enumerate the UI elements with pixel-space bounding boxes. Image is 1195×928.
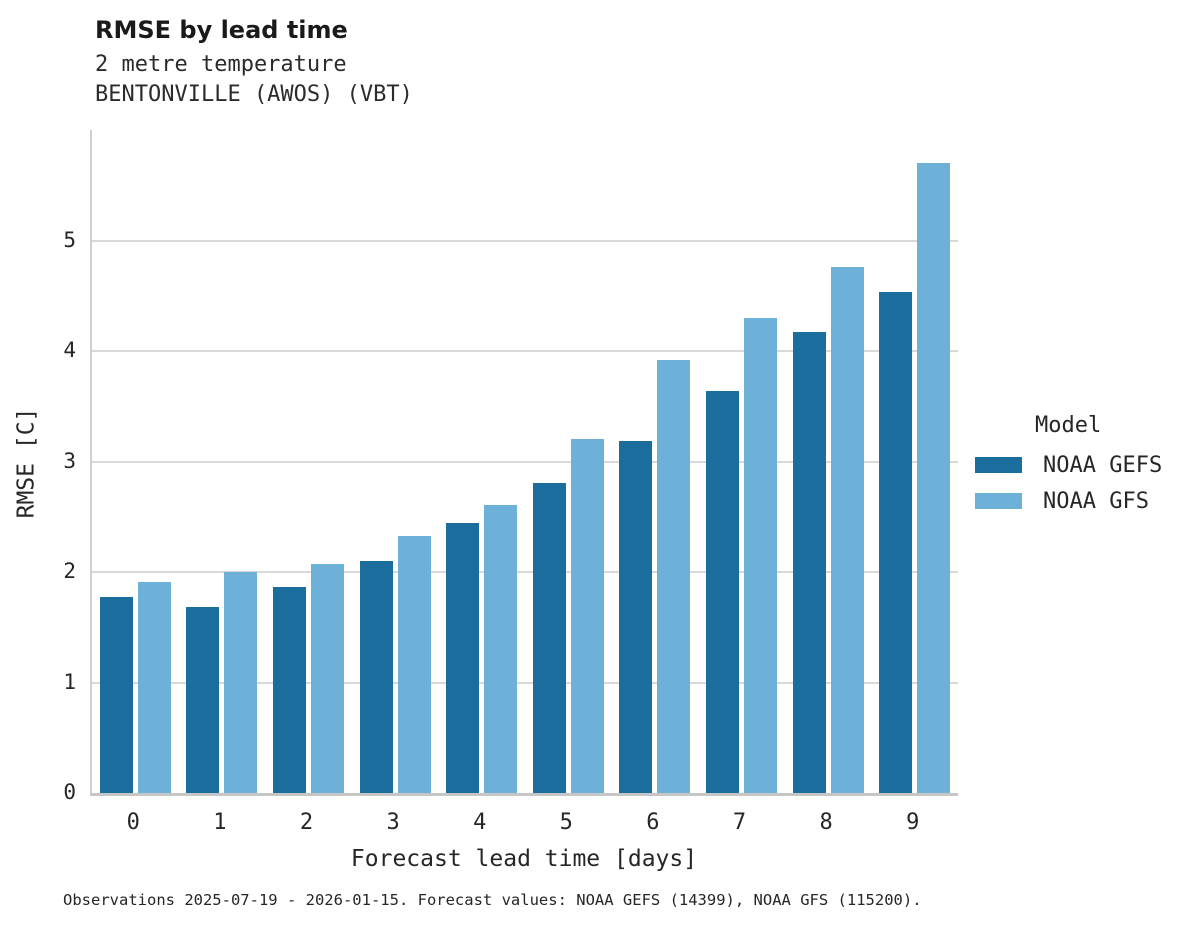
legend-swatch-icon [975,457,1022,473]
x-tick-label-5: 5 [559,810,573,835]
bar-noaa-gfs-lead4 [484,504,518,793]
bar-noaa-gefs-lead4 [446,523,480,793]
bar-noaa-gefs-lead9 [879,292,913,793]
bar-noaa-gefs-lead2 [273,587,306,793]
legend-swatch-icon [975,493,1022,509]
bar-noaa-gfs-lead7 [744,317,777,793]
bar-noaa-gfs-lead9 [917,163,951,793]
y-tick-label-2: 2 [63,559,76,583]
bar-noaa-gefs-lead3 [359,560,393,793]
y-tick-label-4: 4 [63,338,76,362]
bar-noaa-gefs-lead6 [619,440,653,793]
plot-area [90,130,958,796]
x-tick-label-2: 2 [299,810,314,835]
x-axis-label: Forecast lead time [days] [350,846,698,872]
bar-noaa-gefs-lead1 [186,607,220,793]
bar-noaa-gfs-lead0 [137,581,171,793]
bar-noaa-gfs-lead5 [570,439,604,793]
y-tick-label-1: 1 [63,669,76,694]
bar-noaa-gfs-lead6 [657,359,691,793]
x-tick-label-7: 7 [732,810,747,835]
legend-item-noaa-gefs: NOAA GEFS [975,452,1190,478]
y-tick-label-3: 3 [63,448,76,473]
footer-caption: Observations 2025-07-19 - 2026-01-15. Fo… [63,891,922,909]
gridline-y2 [92,571,958,573]
x-tick-label-0: 0 [126,810,140,835]
legend-title: Model [1035,413,1102,438]
x-tick-label-3: 3 [386,810,400,835]
y-tick-label-0: 0 [63,780,76,804]
bar-noaa-gefs-lead5 [532,482,566,793]
chart-subtitle-station: BENTONVILLE (AWOS) (VBT) [95,82,413,107]
x-tick-label-9: 9 [906,810,920,835]
gridline-y1 [92,681,958,684]
chart-subtitle-variable: 2 metre temperature [95,52,347,77]
x-tick-label-4: 4 [473,810,487,835]
bar-noaa-gefs-lead0 [99,597,133,793]
bar-noaa-gfs-lead1 [224,572,258,793]
bar-noaa-gefs-lead8 [792,332,826,793]
x-tick-label-8: 8 [819,810,833,835]
x-tick-label-1: 1 [213,810,227,835]
y-tick-label-5: 5 [63,227,76,252]
gridline-y4 [92,350,958,352]
bar-noaa-gfs-lead3 [397,535,431,793]
legend-label: NOAA GFS [1043,488,1149,514]
bar-noaa-gefs-lead7 [706,390,739,793]
bar-noaa-gfs-lead2 [311,564,344,793]
gridline-y3 [92,460,958,463]
legend-item-noaa-gfs: NOAA GFS [975,488,1190,514]
gridline-y5 [92,239,958,242]
chart-title: RMSE by lead time [95,16,348,44]
legend: Model NOAA GEFS NOAA GFS [975,413,1190,524]
legend-label: NOAA GEFS [1043,452,1163,478]
x-tick-label-6: 6 [646,810,660,835]
bar-noaa-gfs-lead8 [830,267,864,793]
